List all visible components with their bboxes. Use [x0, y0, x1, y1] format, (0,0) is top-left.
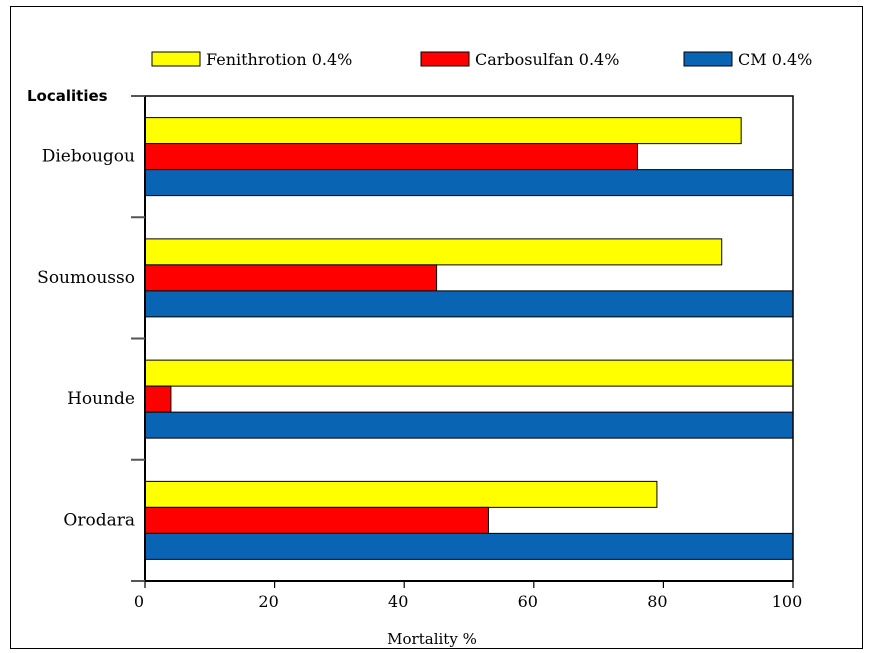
bar-diebougou-series-2: [144, 143, 638, 171]
legend: Fenithrotion 0.4% Carbosulfan 0.4% CM 0.4%: [151, 50, 812, 69]
x-tick-label: 20: [258, 592, 278, 611]
bar-soumousso-series-1: [144, 238, 723, 266]
x-tick-label: 40: [388, 592, 408, 611]
bar-soumousso-series-2: [144, 264, 438, 292]
bar-orodara-series-2: [144, 506, 489, 534]
x-axis-title: Mortality %: [387, 630, 477, 648]
y-tick-label: Soumousso: [37, 268, 135, 288]
bar-hounde-series-2: [144, 385, 172, 413]
legend-swatch: [151, 51, 201, 67]
bar-diebougou-series-1: [144, 117, 742, 145]
bars: [144, 117, 794, 560]
legend-label: Fenithrotion 0.4%: [206, 50, 352, 69]
x-tick-label: 100: [772, 592, 803, 611]
bar-soumousso-series-3: [144, 290, 794, 318]
y-tick-label: Diebougou: [42, 147, 135, 167]
legend-swatch: [420, 51, 470, 67]
y-tick-label: Orodara: [63, 510, 135, 530]
y-tick-label: Hounde: [67, 389, 135, 409]
bar-orodara-series-1: [144, 480, 658, 508]
x-tick-label: 60: [518, 592, 538, 611]
bar-hounde-series-1: [144, 359, 794, 387]
bar-diebougou-series-3: [144, 169, 794, 197]
x-tick-label: 80: [647, 592, 667, 611]
axes: Diebougou Soumousso Hounde Orodara 0 20 40 60 80…: [37, 95, 803, 611]
y-axis-title: Localities: [27, 87, 108, 105]
legend-label: Carbosulfan 0.4%: [475, 50, 619, 69]
bar-hounde-series-3: [144, 411, 794, 439]
legend-label: CM 0.4%: [738, 50, 812, 69]
x-tick-label: 0: [134, 592, 144, 611]
legend-swatch: [683, 51, 733, 67]
bar-orodara-series-3: [144, 532, 794, 560]
